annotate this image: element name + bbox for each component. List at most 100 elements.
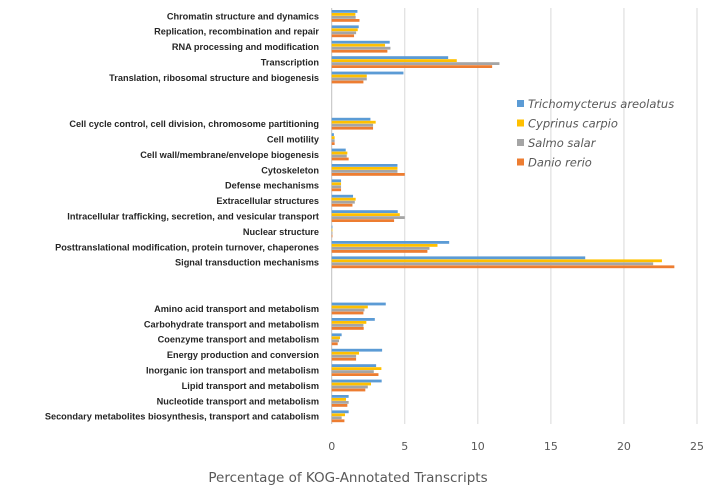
bar (331, 385, 368, 389)
bar (331, 324, 364, 327)
bar (331, 225, 333, 229)
bar (331, 31, 357, 35)
bar (331, 354, 357, 358)
bar (331, 28, 358, 32)
bar (331, 231, 333, 235)
bar (331, 19, 360, 22)
bar (331, 197, 356, 201)
legend-label: Trichomycterus areolatus (528, 97, 674, 111)
bar (331, 62, 500, 65)
x-tick-labels: 0 5 10 15 20 25 (328, 440, 704, 453)
bar (331, 419, 345, 423)
category-label: Amino acid transport and metabolism (154, 304, 319, 314)
bar (331, 367, 382, 370)
bar (331, 244, 438, 247)
x-axis-title: Percentage of KOG-Annotated Transcripts (208, 470, 487, 486)
category-labels: Chromatin structure and dynamics Replicat… (45, 11, 320, 421)
x-tick-label: 15 (544, 440, 558, 453)
x-tick-label: 25 (690, 440, 704, 453)
bar (331, 151, 348, 155)
legend-label: Danio rerio (528, 156, 592, 170)
bar (331, 228, 333, 232)
category-label: Signal transduction mechanisms (175, 258, 319, 268)
category-label: Secondary metabolites biosynthesis, tran… (45, 412, 319, 422)
category-label: Intracellular trafficking, secretion, an… (67, 212, 319, 222)
category-label: Extracellular structures (216, 196, 319, 206)
category-label: Energy production and conversion (167, 350, 320, 360)
x-tick-label: 0 (328, 440, 335, 453)
bar (331, 321, 367, 324)
bar (331, 333, 342, 337)
bar (331, 327, 364, 330)
bar (331, 311, 364, 315)
bar (331, 382, 372, 386)
category-label: Posttranslational modification, protein … (55, 242, 319, 252)
bar (331, 77, 367, 81)
legend: Trichomycterus areolatus Cyprinus carpio S… (517, 97, 674, 170)
legend-label: Salmo salar (528, 136, 597, 150)
bar (331, 123, 374, 127)
bar (331, 302, 386, 306)
bars (331, 10, 675, 423)
bar (331, 395, 349, 398)
bar (331, 80, 364, 84)
bar (331, 339, 340, 343)
bar (331, 49, 388, 53)
bar (331, 142, 335, 145)
bar (331, 416, 342, 420)
bar (331, 40, 390, 44)
category-label: Lipid transport and metabolism (182, 381, 319, 391)
x-tick-label: 10 (471, 440, 485, 453)
bar (331, 34, 355, 38)
bar (331, 247, 430, 250)
bar (331, 59, 457, 62)
bar (331, 170, 398, 173)
bar (331, 65, 493, 68)
category-label: Cell motility (267, 135, 320, 145)
category-label: Inorganic ion transport and metabolism (146, 366, 319, 376)
bar (331, 139, 335, 142)
bar (331, 342, 338, 346)
legend-swatch (517, 100, 524, 107)
bar (331, 25, 359, 29)
bar (331, 126, 374, 130)
bar (331, 10, 358, 13)
category-label: Transcription (261, 58, 320, 68)
bar (331, 370, 374, 373)
bar (331, 46, 391, 50)
bar (331, 43, 386, 47)
bar (331, 16, 356, 19)
bar (331, 388, 366, 392)
x-tick-label: 5 (401, 440, 408, 453)
bar (331, 194, 354, 198)
legend-swatch (517, 139, 524, 146)
bar (331, 182, 342, 186)
category-label: RNA processing and modification (172, 42, 320, 52)
bar (331, 179, 342, 183)
bar (331, 173, 405, 176)
category-label: Cell wall/membrane/envelope biogenesis (140, 150, 319, 160)
bar (331, 404, 348, 407)
bar (331, 210, 398, 213)
category-label: Carbohydrate transport and metabolism (144, 319, 319, 329)
bar (331, 234, 333, 238)
bar (331, 308, 365, 312)
bar (331, 71, 404, 75)
bar (331, 203, 353, 207)
bar (331, 348, 383, 352)
gridlines (331, 8, 698, 424)
bar (331, 154, 347, 158)
bar (331, 336, 341, 340)
category-label: Translation, ribosomal structure and bio… (109, 73, 319, 83)
bar (331, 164, 398, 167)
bar (331, 351, 360, 355)
bar (331, 136, 335, 139)
bar (331, 188, 342, 192)
bar (331, 318, 375, 321)
legend-label: Cyprinus carpio (528, 117, 618, 131)
bar (331, 219, 395, 222)
legend-swatch (517, 158, 524, 166)
bar (331, 213, 400, 216)
bar (331, 401, 349, 404)
